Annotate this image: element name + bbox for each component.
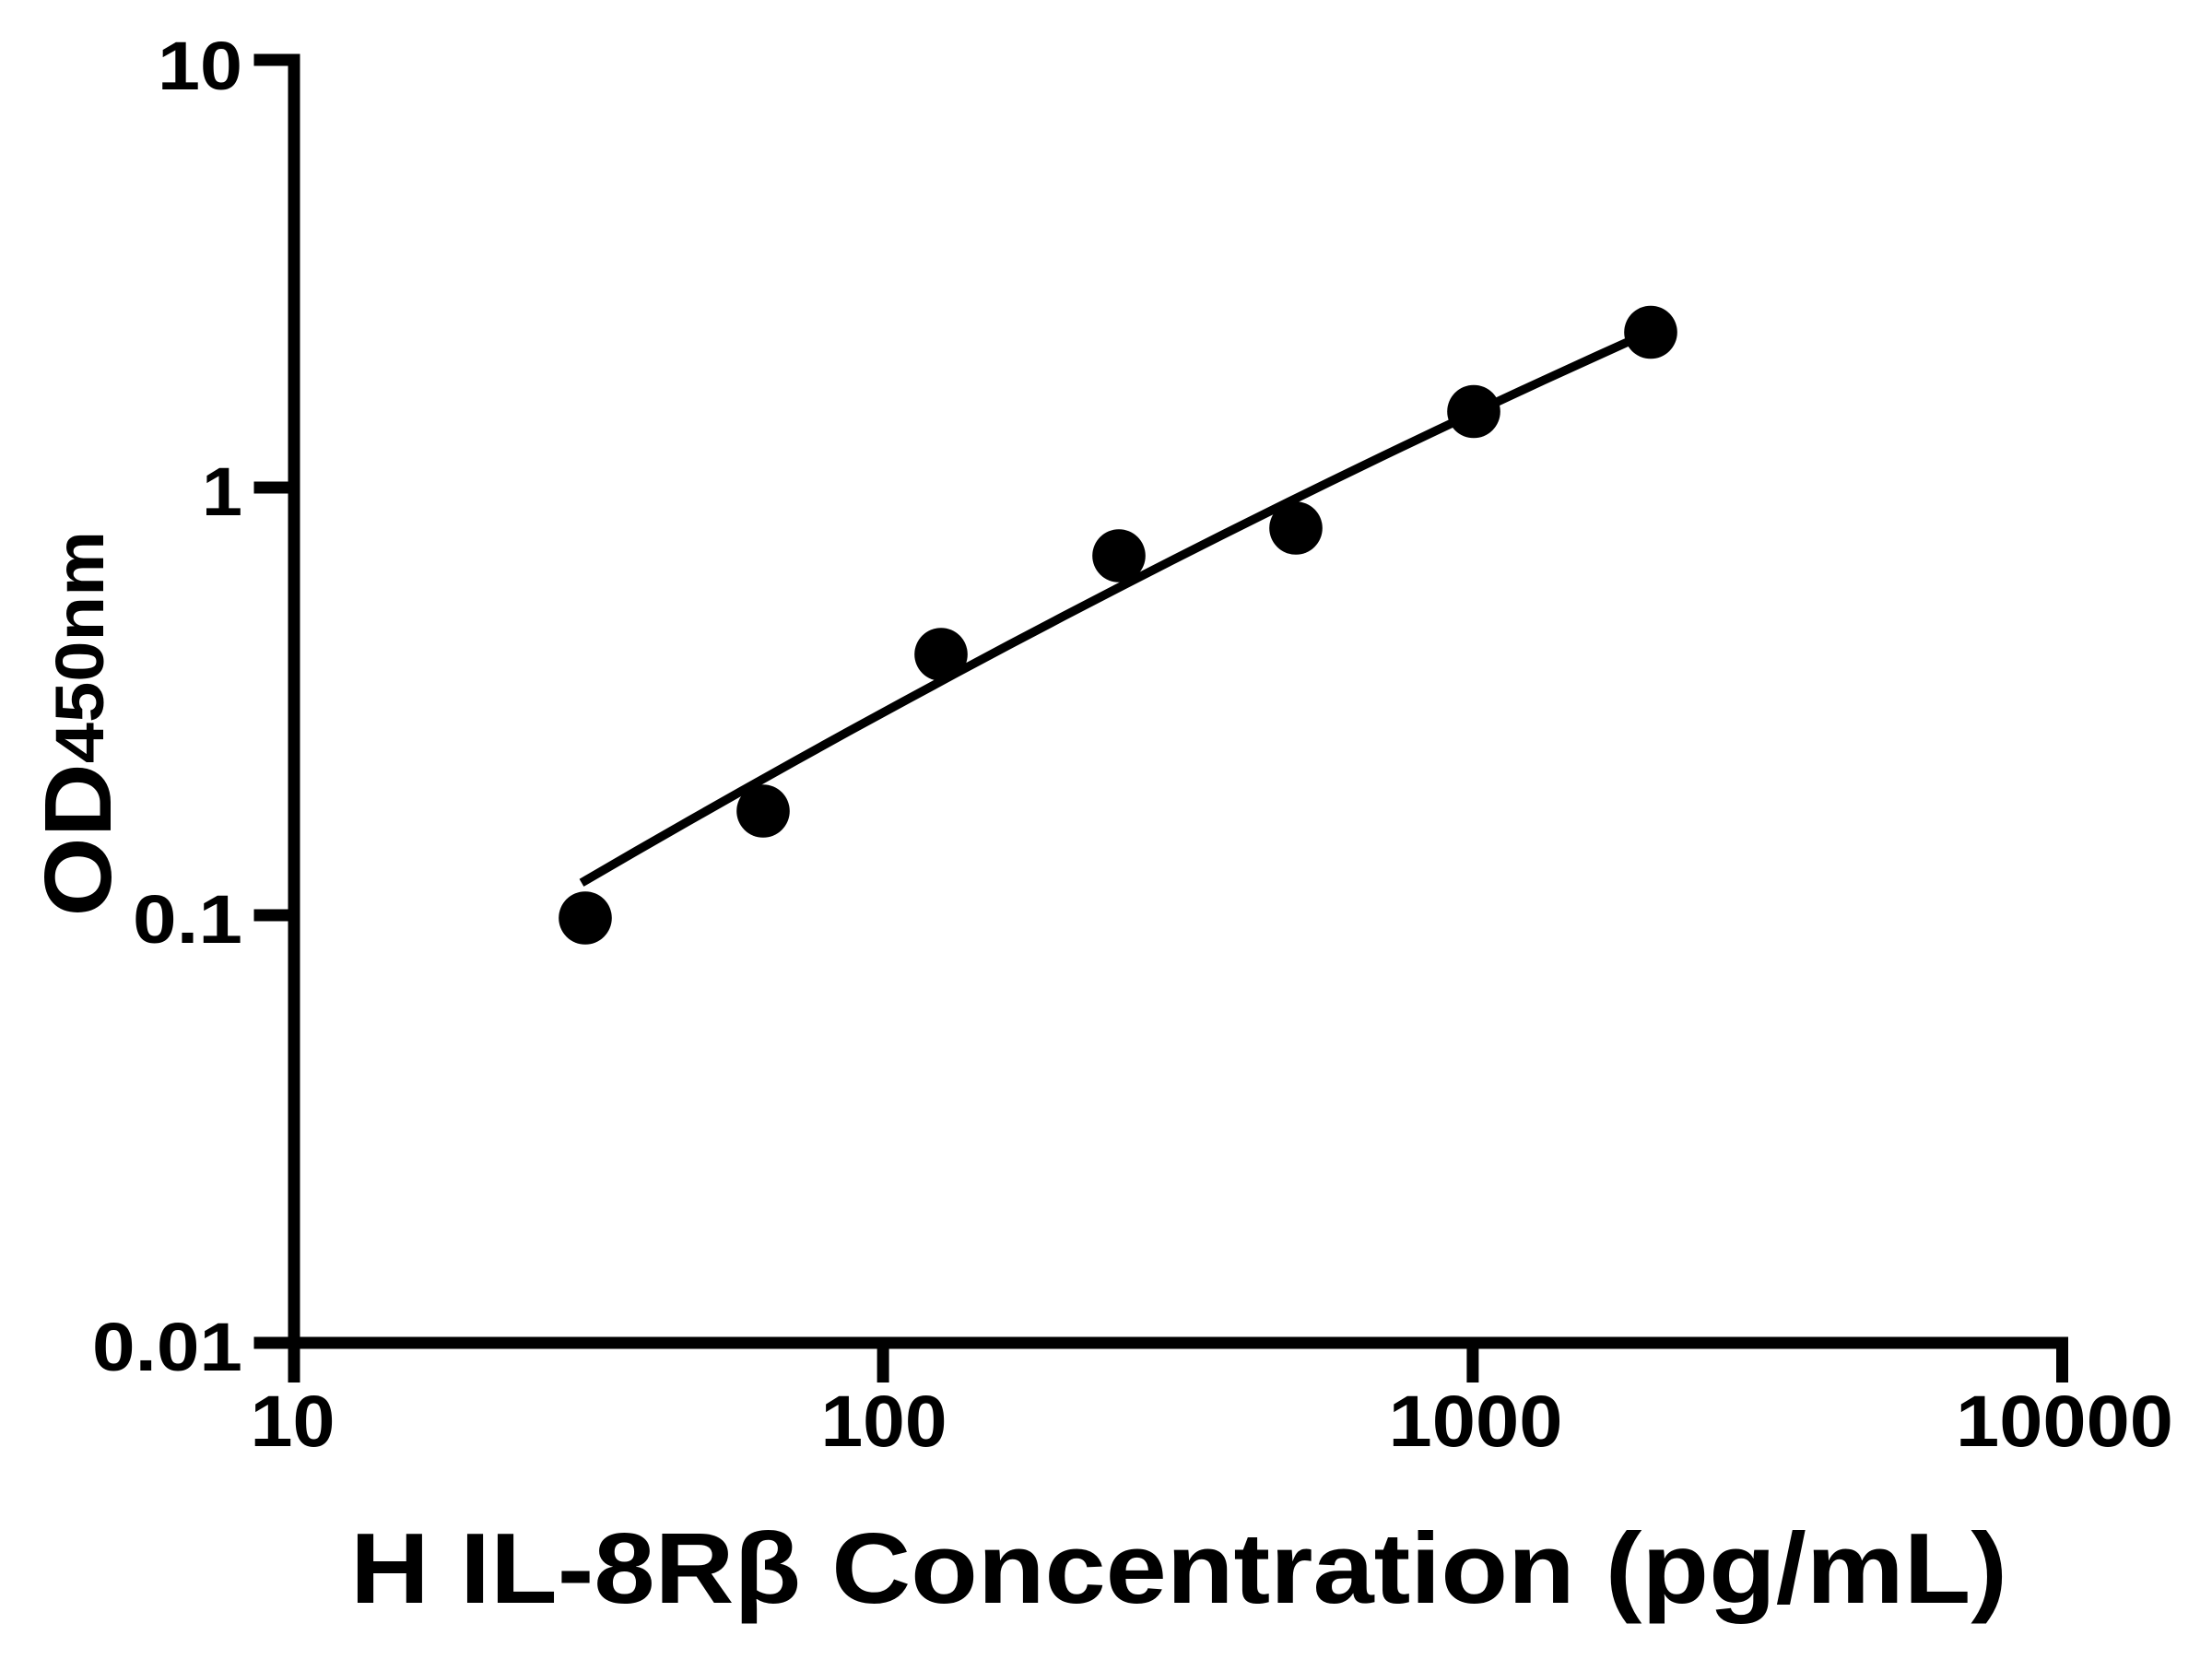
svg-text:0.01: 0.01 [92, 1309, 242, 1385]
svg-text:10000: 10000 [1956, 1380, 2173, 1462]
svg-text:1: 1 [202, 453, 242, 530]
svg-text:10: 10 [251, 1380, 335, 1462]
svg-text:H IL-8Rβ Concentration (pg/mL): H IL-8Rβ Concentration (pg/mL) [350, 1512, 2007, 1625]
svg-text:0.1: 0.1 [133, 881, 242, 958]
svg-text:100: 100 [821, 1380, 947, 1462]
svg-text:1000: 1000 [1389, 1380, 1563, 1462]
svg-text:10: 10 [158, 28, 242, 104]
svg-text:OD450nm: OD450nm [25, 531, 132, 916]
